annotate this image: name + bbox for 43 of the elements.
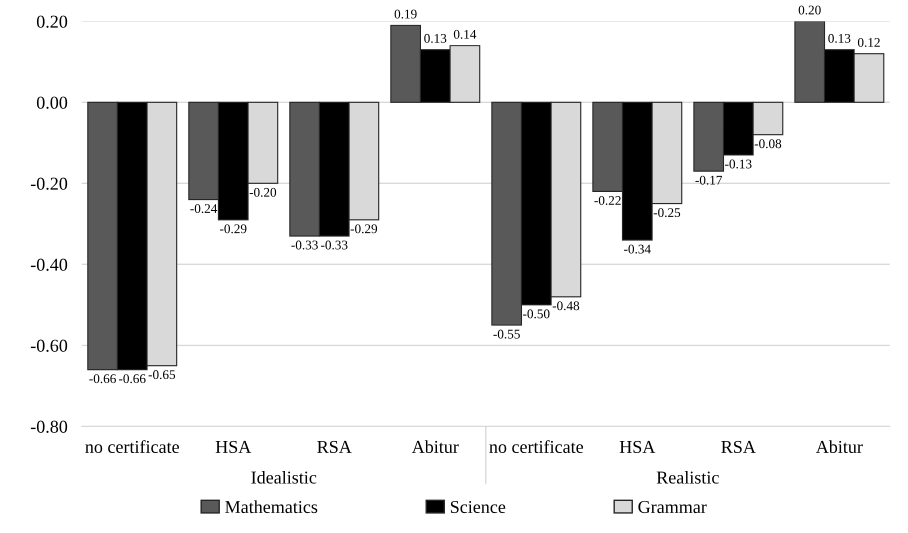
data-label: -0.13 [725, 160, 752, 169]
legend-label: Grammar [638, 500, 707, 514]
data-label: 0.13 [424, 34, 446, 43]
legend-label: Science [450, 500, 506, 514]
x-tick-label: HSA [216, 440, 252, 453]
data-label: -0.55 [493, 330, 520, 339]
text: Idealistic [251, 470, 316, 484]
data-label: -0.65 [148, 370, 176, 380]
x-tick-label: RSA [721, 440, 756, 453]
x-tick-label: Abitur [412, 440, 459, 453]
data-label: -0.34 [624, 244, 651, 254]
y-tick-label: -0.40 [30, 258, 68, 271]
y-tick-label: -0.60 [30, 340, 68, 352]
data-label: -0.66 [89, 374, 116, 384]
data-label: -0.29 [220, 224, 246, 234]
data-label: -0.50 [523, 309, 550, 318]
data-label: 0.19 [394, 10, 417, 19]
data-label: -0.29 [350, 224, 378, 234]
y-tick-label: -0.20 [30, 178, 68, 190]
data-label: -0.48 [552, 301, 580, 310]
x-tick-label: no certificate [85, 440, 179, 453]
y-tick-label: -0.80 [30, 420, 68, 433]
data-label: -0.17 [695, 176, 722, 185]
data-label: -0.08 [754, 139, 782, 148]
data-label: -0.33 [291, 240, 318, 250]
legend-label: Mathematics [225, 500, 318, 514]
y-tick-label: 0.20 [36, 16, 68, 28]
data-label: -0.25 [654, 208, 680, 218]
y-tick-label: 0.00 [36, 96, 68, 109]
data-label: -0.66 [118, 374, 146, 384]
x-tick-label: HSA [620, 440, 656, 453]
data-label: -0.20 [250, 188, 276, 197]
x-tick-label: no certificate [489, 440, 584, 453]
data-label: -0.33 [321, 240, 348, 250]
x-tick-label: Abitur [816, 440, 863, 453]
x-tick-label: RSA [317, 440, 352, 453]
data-label: -0.24 [190, 204, 218, 214]
data-label: 0.20 [798, 6, 821, 15]
data-label: 0.14 [454, 30, 476, 39]
text: Realistic [656, 470, 719, 484]
data-label: 0.13 [828, 34, 850, 43]
data-label: -0.22 [594, 196, 621, 205]
data-label: 0.12 [858, 38, 880, 47]
